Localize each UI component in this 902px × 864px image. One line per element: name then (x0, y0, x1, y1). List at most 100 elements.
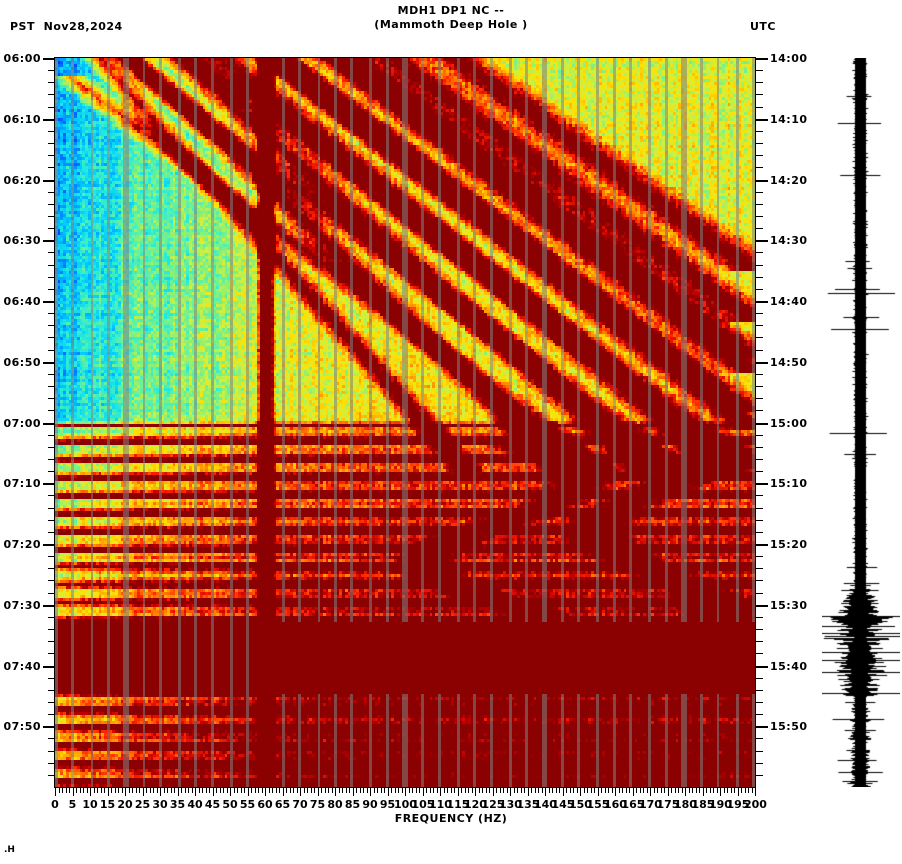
time-tick-minor-left (48, 459, 55, 460)
freq-tick-minor (345, 788, 347, 793)
freq-tick-major (195, 788, 196, 796)
freq-tick-minor (401, 788, 403, 793)
freq-label: 30 (152, 798, 168, 811)
freq-tick-minor (590, 788, 592, 793)
frequency-axis-title: FREQUENCY (HZ) (394, 812, 508, 825)
time-tick-minor-left (48, 70, 55, 71)
freq-tick-major (720, 788, 721, 796)
time-label-pst: 07:00 (3, 417, 41, 430)
time-tick-major-right (756, 666, 768, 668)
freq-tick-minor (86, 788, 88, 793)
time-tick-minor-right (756, 386, 763, 387)
freq-tick-minor (538, 788, 539, 793)
freq-tick-minor (314, 788, 315, 793)
freq-tick-minor (310, 788, 312, 793)
freq-tick-major (212, 788, 214, 796)
freq-tick-minor (583, 788, 585, 793)
freq-tick-minor (716, 788, 718, 793)
time-tick-minor-right (756, 325, 763, 326)
freq-tick-minor (706, 788, 707, 793)
time-tick-minor-right (756, 556, 763, 557)
freq-tick-minor (244, 788, 245, 793)
freq-tick-minor (569, 788, 571, 793)
freq-tick-minor (174, 788, 175, 793)
freq-tick-minor (237, 788, 238, 793)
freq-label: 110 (429, 798, 452, 811)
freq-label: 165 (621, 798, 645, 811)
time-tick-minor-right (756, 82, 763, 83)
freq-tick-major (90, 788, 91, 796)
freq-label: 50 (222, 798, 238, 811)
spectrogram-canvas[interactable] (55, 58, 755, 787)
time-tick-minor-left (48, 435, 55, 436)
freq-tick-major (545, 788, 546, 796)
freq-tick-major (492, 788, 494, 796)
freq-tick-major (510, 788, 511, 796)
freq-tick-major (370, 788, 371, 796)
freq-tick-minor (727, 788, 728, 793)
freq-tick-minor (100, 788, 102, 793)
time-label-pst: 07:30 (3, 599, 41, 612)
freq-label: 55 (239, 798, 256, 811)
time-tick-minor-right (756, 204, 763, 205)
freq-tick-minor (156, 788, 158, 793)
time-tick-minor-right (756, 447, 763, 448)
freq-tick-minor (471, 788, 473, 793)
freq-tick-minor (296, 788, 298, 793)
freq-tick-minor (552, 788, 553, 793)
time-tick-minor-right (756, 775, 763, 776)
freq-tick-minor (709, 788, 711, 793)
freq-tick-major (352, 788, 354, 796)
freq-tick-minor (408, 788, 410, 793)
freq-tick-major (632, 788, 634, 796)
freq-label: 115 (446, 798, 470, 811)
freq-tick-minor (622, 788, 623, 793)
time-tick-minor-left (48, 653, 55, 654)
time-tick-major-left (43, 483, 55, 485)
freq-tick-minor (611, 788, 613, 793)
freq-tick-minor (184, 788, 186, 793)
freq-label: 175 (656, 798, 680, 811)
time-label-pst: 06:30 (3, 234, 41, 247)
freq-tick-minor (69, 788, 70, 793)
freq-label: 130 (499, 798, 522, 811)
time-tick-minor-right (756, 265, 763, 266)
freq-tick-minor (188, 788, 189, 793)
time-label-utc: 14:30 (770, 234, 808, 247)
time-tick-minor-right (756, 398, 763, 399)
freq-tick-minor (289, 788, 291, 793)
freq-label: 190 (709, 798, 732, 811)
time-tick-minor-left (48, 447, 55, 448)
spectrogram-plot[interactable] (55, 58, 755, 787)
time-label-pst: 07:40 (3, 660, 41, 673)
freq-tick-minor (513, 788, 515, 793)
freq-tick-minor (692, 788, 693, 793)
freq-tick-major (457, 788, 459, 796)
freq-tick-major (580, 788, 581, 796)
freq-tick-minor (646, 788, 648, 793)
freq-tick-minor (601, 788, 602, 793)
freq-tick-minor (209, 788, 210, 793)
freq-tick-minor (503, 788, 504, 793)
time-tick-minor-left (48, 629, 55, 630)
freq-label: 155 (586, 798, 610, 811)
time-tick-minor-left (48, 690, 55, 691)
time-tick-minor-left (48, 192, 55, 193)
time-tick-minor-right (756, 532, 763, 533)
time-tick-minor-left (48, 228, 55, 229)
freq-tick-minor (524, 788, 525, 793)
freq-tick-minor (272, 788, 273, 793)
freq-label: 100 (394, 798, 417, 811)
freq-label: 120 (464, 798, 487, 811)
timezone-right-label: UTC (750, 20, 777, 33)
time-tick-minor-left (48, 520, 55, 521)
time-label-utc: 15:00 (770, 417, 808, 430)
chart-title-block: MDH1 DP1 NC -- (Mammoth Deep Hole ) (0, 4, 902, 32)
freq-tick-major (107, 788, 109, 796)
freq-tick-minor (559, 788, 560, 793)
freq-tick-minor (279, 788, 280, 793)
time-tick-minor-left (48, 556, 55, 557)
time-tick-minor-left (48, 265, 55, 266)
freq-tick-minor (324, 788, 326, 793)
time-tick-minor-right (756, 228, 763, 229)
